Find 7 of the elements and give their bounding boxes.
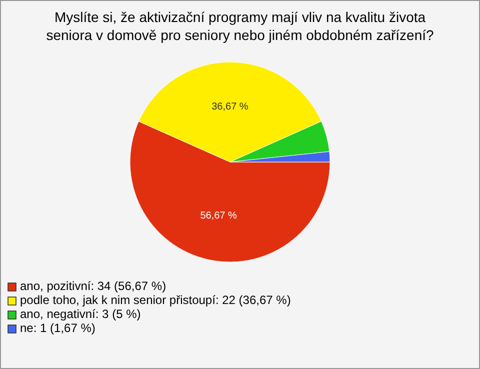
data-label: 56,67 % [200,210,238,222]
legend-label: ne: 1 (1,67 %) [20,321,96,336]
chart-title: Myslíte si, že aktivizační programy mají vliv na kvalitu života seniora v domově pro seniory nebo jiném obdobném zařízení? [46,9,434,43]
legend-label: podle toho, jak k nim senior přistoupí: 22 (36,67 %) [20,293,291,308]
legend-label: ano, negativní: 3 (5 %) [20,307,141,322]
data-label: 36,67 % [212,102,248,113]
legend-label: ano, pozitivní: 34 (56,67 %) [20,279,166,294]
